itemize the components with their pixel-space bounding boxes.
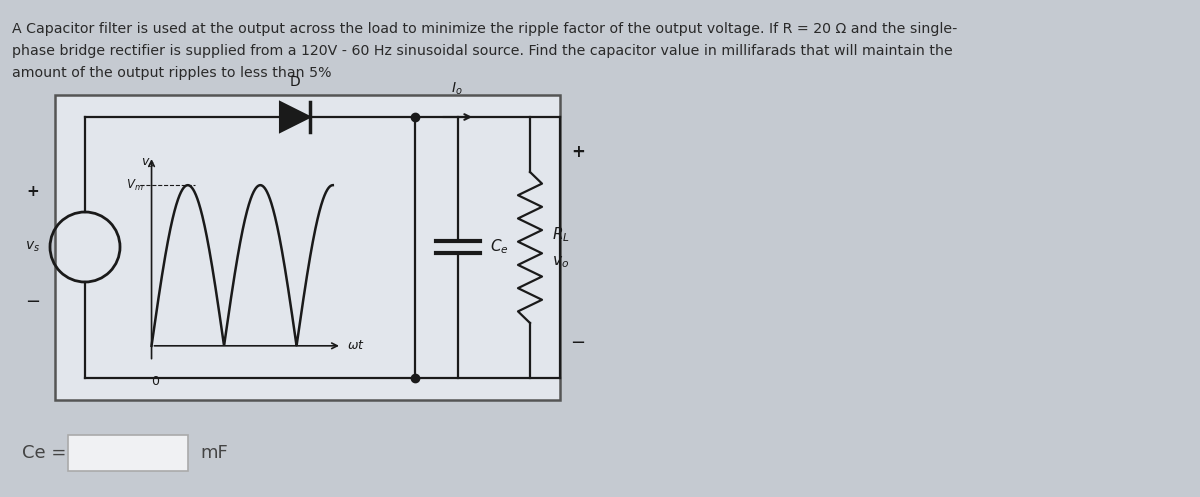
Text: $\omega t$: $\omega t$ [347,339,365,352]
Text: +: + [571,143,584,161]
Text: 0: 0 [151,375,160,388]
Text: A Capacitor filter is used at the output across the load to minimize the ripple : A Capacitor filter is used at the output… [12,22,958,36]
Bar [68,435,188,471]
Text: $v_o$: $v_o$ [552,254,569,270]
Text: $V_m$: $V_m$ [126,177,144,193]
Text: −: − [25,293,41,311]
Text: phase bridge rectifier is supplied from a 120V - 60 Hz sinusoidal source. Find t: phase bridge rectifier is supplied from … [12,44,953,58]
Text: $I_o$: $I_o$ [451,81,463,97]
Text: mF: mF [200,444,228,462]
Text: $R_L$: $R_L$ [552,226,570,245]
Text: $v_s$: $v_s$ [25,240,41,254]
Text: amount of the output ripples to less than 5%: amount of the output ripples to less tha… [12,66,331,80]
Text: −: − [570,334,586,352]
Polygon shape [280,102,310,132]
Text: D: D [289,75,300,89]
Bar [55,95,560,400]
Text: +: + [26,184,40,199]
Text: $v_s$: $v_s$ [142,157,155,170]
Text: $C_e$: $C_e$ [490,238,509,256]
Text: Ce =: Ce = [22,444,66,462]
